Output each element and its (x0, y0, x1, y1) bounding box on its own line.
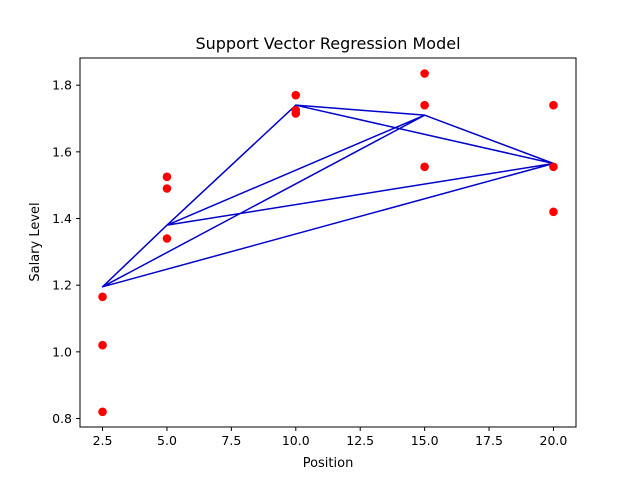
scatter-point (98, 292, 107, 302)
y-tick-label: 0.8 (52, 411, 72, 426)
scatter-point (162, 234, 172, 243)
scatter-point (420, 100, 429, 110)
x-tick-label: 5.0 (157, 433, 177, 448)
x-tick-label: 20.0 (540, 433, 568, 448)
regression-line (101, 104, 555, 288)
scatter-point (549, 162, 558, 172)
axes: 2.5 5.0 7.5 10.0 12.5 15.0 17.5 20.0 0.8 1.0 1.2 1.… (52, 57, 577, 448)
plot-area (98, 69, 558, 417)
scatter-point (98, 407, 107, 417)
y-tick-label: 1.0 (52, 344, 72, 359)
chart-title: Support Vector Regression Model (195, 34, 460, 53)
scatter-point (549, 100, 558, 110)
scatter-point (162, 184, 172, 193)
x-tick-label: 7.5 (221, 433, 241, 448)
scatter-point (420, 69, 429, 78)
x-tick-label: 15.0 (411, 433, 439, 448)
y-tick-label: 1.4 (52, 211, 72, 226)
scatter-point (291, 105, 301, 115)
x-tick-label: 2.5 (93, 433, 113, 448)
y-tick-label: 1.8 (52, 78, 72, 93)
y-tick-label: 1.2 (52, 278, 72, 293)
y-tick-label: 1.6 (52, 144, 72, 159)
plot-frame (79, 57, 577, 428)
x-tick-label: 17.5 (475, 433, 503, 448)
scatter-point (162, 172, 172, 182)
scatter-point (291, 90, 301, 100)
y-axis-label: Salary Level (28, 202, 43, 281)
scatter-point (549, 207, 558, 217)
x-tick-label: 10.0 (282, 433, 310, 448)
scatter-point (420, 162, 429, 172)
x-axis-label: Position (303, 456, 354, 471)
scatter-point (98, 340, 107, 350)
x-tick-label: 12.5 (346, 433, 374, 448)
